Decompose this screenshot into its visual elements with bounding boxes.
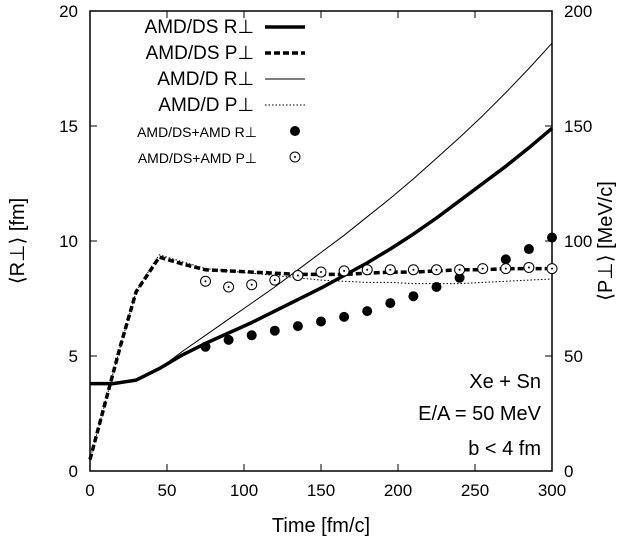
series-4-point <box>523 244 534 255</box>
series-layer <box>88 42 558 460</box>
x-tick-label: 150 <box>307 481 335 500</box>
y-left-tick-label: 0 <box>69 462 78 481</box>
series-4-point <box>547 232 557 243</box>
point-center-dot <box>551 267 553 270</box>
series-3-line <box>89 254 553 460</box>
series-5-point <box>523 261 535 273</box>
point-center-dot <box>320 271 322 274</box>
legend-swatch-amd-ds-amd-r <box>290 126 300 136</box>
point-center-dot <box>481 267 484 270</box>
series-5-point <box>477 263 489 275</box>
series-4-point <box>500 254 511 265</box>
annotation-impact: b < 4 fm <box>468 438 541 460</box>
series-4-point <box>316 316 326 327</box>
y-axis-label-left: ⟨R⊥⟩ [fm] <box>7 198 29 284</box>
y-left-tick-label: 10 <box>59 232 78 251</box>
point-center-dot <box>296 274 299 277</box>
y-axis-label-right: ⟨P⊥⟩ [MeV/c] <box>595 181 617 301</box>
x-tick-label: 100 <box>230 481 258 500</box>
x-tick-label: 50 <box>158 481 177 500</box>
x-tick-label: 200 <box>384 481 412 500</box>
legend-label-amd-ds-r: AMD/DS R⊥ <box>145 17 254 38</box>
legend-label-amd-ds-amd-r: AMD/DS+AMD R⊥ <box>137 124 257 140</box>
legend-label-amd-ds-amd-p: AMD/DS+AMD P⊥ <box>138 150 257 166</box>
x-axis-label: Time [fm/c] <box>272 515 370 537</box>
series-4-point <box>431 282 442 292</box>
y-right-tick-label: 50 <box>564 347 583 366</box>
point-center-dot <box>504 267 507 270</box>
series-5-point <box>246 279 258 291</box>
point-center-dot <box>273 279 276 282</box>
x-tick-label: 0 <box>85 481 94 500</box>
series-4-point <box>223 334 234 345</box>
series-5-point <box>338 265 350 277</box>
legend-label-amd-ds-p: AMD/DS P⊥ <box>146 43 254 64</box>
point-center-dot <box>458 268 461 271</box>
series-4-point <box>292 321 303 332</box>
series-5-point <box>546 263 558 275</box>
annotations: Xe + Sn E/A = 50 MeV b < 4 fm <box>418 371 542 460</box>
series-5-point <box>200 275 211 287</box>
point-center-dot <box>343 269 346 272</box>
point-center-dot <box>389 268 392 271</box>
annotation-energy: E/A = 50 MeV <box>418 403 542 425</box>
series-5-point <box>500 263 512 275</box>
x-tick-label: 300 <box>538 481 566 500</box>
y-right-tick-label: 200 <box>564 2 592 21</box>
series-4-point <box>408 291 419 302</box>
x-tick-label: 250 <box>461 481 489 500</box>
series-5-point <box>315 266 327 278</box>
legend-label-amd-d-r: AMD/D R⊥ <box>157 69 254 90</box>
y-right-tick-label: 150 <box>564 117 592 136</box>
series-4-point <box>339 311 350 322</box>
series-4-point <box>385 298 396 309</box>
y-left-tick-label: 5 <box>69 347 78 366</box>
series-4-point <box>454 272 465 283</box>
series-5-point <box>269 274 281 286</box>
point-center-dot <box>204 280 207 283</box>
series-4-point <box>200 341 211 352</box>
legend-label-amd-d-p: AMD/D P⊥ <box>158 95 254 116</box>
series-5-point <box>292 270 304 281</box>
point-center-dot <box>227 286 230 288</box>
series-4-point <box>246 330 257 341</box>
legend: AMD/DS R⊥ AMD/DS P⊥ AMD/D R⊥ AMD/D P⊥ AM… <box>137 17 305 166</box>
y-left-tick-label: 15 <box>59 117 78 136</box>
point-center-dot <box>527 266 530 269</box>
point-center-dot <box>435 268 438 271</box>
series-5-point <box>454 264 466 276</box>
series-4-point <box>362 306 373 317</box>
point-center-dot <box>412 268 415 271</box>
point-center-dot <box>250 283 253 286</box>
series-2-line <box>90 42 553 385</box>
series-5-point <box>361 264 373 276</box>
y-right-tick-label: 0 <box>564 462 573 481</box>
series-5-point <box>407 264 419 276</box>
series-5-point <box>223 281 235 293</box>
series-0-line <box>90 126 554 386</box>
series-5-point <box>431 264 442 276</box>
y-left-tick-label: 20 <box>59 2 78 21</box>
series-4-point <box>269 325 280 336</box>
annotation-system: Xe + Sn <box>469 371 541 393</box>
y-right-tick-label: 100 <box>564 232 592 251</box>
legend-swatch-amd-ds-amd-p <box>289 151 301 163</box>
point-center-dot <box>366 268 369 271</box>
series-5-point <box>384 264 396 276</box>
